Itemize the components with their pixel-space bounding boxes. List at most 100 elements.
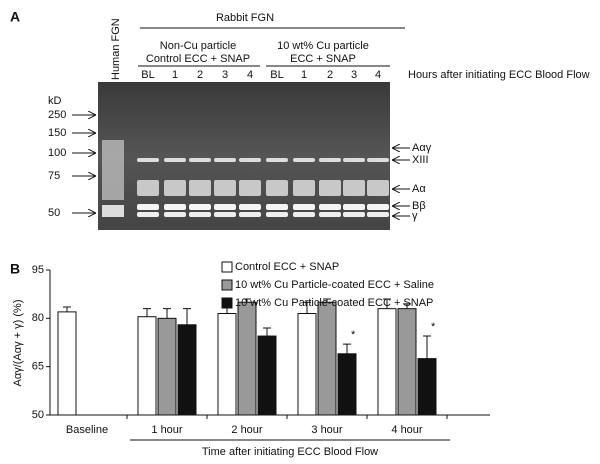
lane-label: BL <box>270 69 283 81</box>
band <box>214 204 236 210</box>
panel-label: B <box>10 261 20 277</box>
lane-label: 4 <box>375 69 381 81</box>
marker-label: 50 <box>48 207 60 219</box>
band-label: XIII <box>412 154 429 166</box>
band <box>266 204 288 210</box>
band <box>189 212 211 217</box>
band <box>239 204 261 210</box>
band <box>343 212 365 217</box>
group-label: Control ECC + SNAP <box>146 53 250 65</box>
y-tick-label: 50 <box>32 409 44 421</box>
band <box>102 140 124 200</box>
lane-label: BL <box>141 69 154 81</box>
band <box>214 180 236 196</box>
bar <box>377 308 397 416</box>
band <box>214 212 236 217</box>
band <box>319 158 341 162</box>
bar <box>57 311 77 416</box>
lane-label: 2 <box>197 69 203 81</box>
lane-label: 4 <box>247 69 253 81</box>
marker-unit: kD <box>48 95 62 107</box>
bar <box>237 301 257 416</box>
y-tick-label: 80 <box>32 312 44 324</box>
bar <box>297 313 317 416</box>
band <box>137 212 159 217</box>
band <box>164 180 186 196</box>
lane-label: 1 <box>172 69 178 81</box>
band <box>343 158 365 162</box>
band <box>367 212 389 217</box>
band-label: γ <box>412 210 418 222</box>
band <box>293 212 315 217</box>
bar <box>317 301 337 416</box>
band <box>137 180 159 196</box>
marker-label: 75 <box>48 170 60 182</box>
band <box>164 204 186 210</box>
band <box>319 204 341 210</box>
legend-swatch <box>221 297 233 309</box>
band-label: Aαγ <box>412 142 432 154</box>
band <box>137 158 159 162</box>
group-label: 10 wt% Cu particle <box>277 40 369 52</box>
band <box>266 180 288 196</box>
group-label: Non-Cu particle <box>160 40 236 52</box>
bar <box>217 313 237 416</box>
band <box>239 180 261 196</box>
bar <box>157 317 177 416</box>
panel-label: A <box>10 9 20 25</box>
y-tick-label: 95 <box>32 264 44 276</box>
x-tick-label: 2 hour <box>231 424 263 436</box>
bar <box>337 353 357 416</box>
bar <box>137 316 157 416</box>
band <box>239 212 261 217</box>
bar <box>417 358 437 416</box>
band <box>343 180 365 196</box>
band <box>214 158 236 162</box>
bar <box>397 308 417 416</box>
band <box>266 158 288 162</box>
lane-label: 3 <box>351 69 357 81</box>
band <box>266 212 288 217</box>
band <box>239 158 261 162</box>
band <box>137 204 159 210</box>
x-tick-label: 1 hour <box>151 424 183 436</box>
legend-label: 10 wt% Cu Particle-coated ECC + Saline <box>235 279 434 291</box>
lane-label: 2 <box>327 69 333 81</box>
band <box>293 158 315 162</box>
band <box>367 180 389 196</box>
bar <box>177 324 197 416</box>
y-tick-label: 65 <box>32 361 44 373</box>
x-tick-label: 4 hour <box>391 424 423 436</box>
band <box>367 158 389 162</box>
band <box>293 180 315 196</box>
significance: * <box>431 321 436 333</box>
group-label: ECC + SNAP <box>290 53 356 65</box>
band <box>189 180 211 196</box>
band <box>319 180 341 196</box>
band <box>189 204 211 210</box>
band <box>293 204 315 210</box>
band <box>189 158 211 162</box>
legend-label: Control ECC + SNAP <box>235 261 339 273</box>
group-title: Rabbit FGN <box>216 12 274 24</box>
marker-label: 150 <box>48 127 66 139</box>
bar <box>257 335 277 416</box>
lanes-caption: Hours after initiating ECC Blood Flow <box>408 69 590 81</box>
lane-label: 3 <box>222 69 228 81</box>
lane-label: 1 <box>301 69 307 81</box>
band <box>367 204 389 210</box>
legend-swatch <box>221 279 233 291</box>
x-tick-label: 3 hour <box>311 424 343 436</box>
marker-label: 100 <box>48 147 66 159</box>
band <box>164 158 186 162</box>
human-lane-label: Human FGN <box>110 18 122 80</box>
band-label: Bβ <box>412 200 426 212</box>
band <box>319 212 341 217</box>
marker-label: 250 <box>48 109 66 121</box>
legend-swatch <box>221 261 233 273</box>
x-axis-label: Time after initiating ECC Blood Flow <box>202 446 378 458</box>
gel-bands <box>102 140 389 217</box>
y-axis-label: Aαγ/(Aαγ + γ) (%) <box>12 300 24 387</box>
band <box>102 205 124 217</box>
